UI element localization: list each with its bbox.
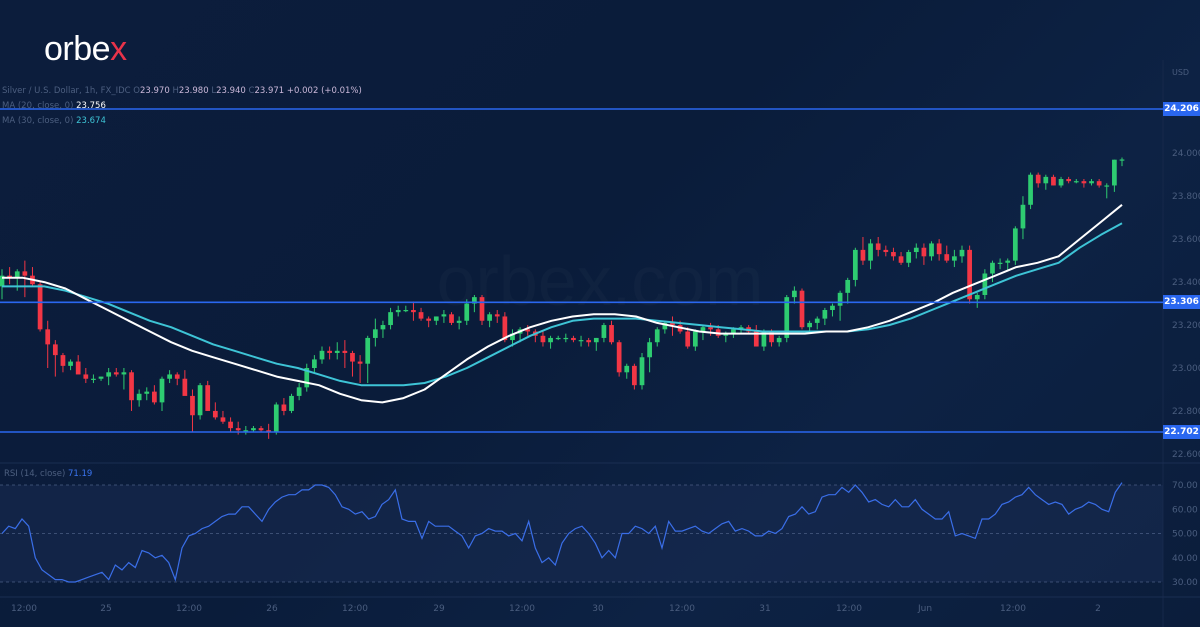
price-tag: 24.206 bbox=[1163, 102, 1200, 116]
time-tick: 12:00 bbox=[509, 604, 535, 614]
symbol-label: Silver / U.S. Dollar, 1h, FX_IDC bbox=[2, 86, 131, 96]
high-value: 23.980 bbox=[178, 86, 209, 96]
ma20-label: MA (20, close, 0) bbox=[2, 101, 74, 111]
price-tick: 22.800 bbox=[1172, 407, 1200, 417]
close-label: C bbox=[248, 86, 255, 96]
rsi-label: RSI (14, close) bbox=[4, 469, 66, 479]
time-tick: 12:00 bbox=[11, 604, 37, 614]
ma20-row: MA (20, close, 0) 23.756 bbox=[2, 99, 362, 114]
rsi-tick: 30.00 bbox=[1172, 578, 1198, 588]
price-tick: 23.000 bbox=[1172, 364, 1200, 374]
change-value: +0.002 (+0.01%) bbox=[286, 86, 362, 96]
candles bbox=[0, 157, 1125, 439]
ma30-row: MA (30, close, 0) 23.674 bbox=[2, 114, 362, 129]
high-label: H bbox=[172, 86, 179, 96]
price-tick: 24.000 bbox=[1172, 149, 1200, 159]
time-tick: 12:00 bbox=[342, 604, 368, 614]
rsi-legend: RSI (14, close) 71.19 bbox=[4, 469, 92, 479]
ma30-value: 23.674 bbox=[76, 116, 106, 126]
time-tick: 12:00 bbox=[176, 604, 202, 614]
rsi-tick: 40.00 bbox=[1172, 554, 1198, 564]
ma30-label: MA (30, close, 0) bbox=[2, 116, 74, 126]
ma30-line bbox=[2, 222, 1123, 387]
time-tick: 12:00 bbox=[836, 604, 862, 614]
rsi-line bbox=[1, 482, 1123, 583]
time-tick: 25 bbox=[100, 604, 111, 614]
price-tick: 23.400 bbox=[1172, 278, 1200, 288]
brand-name-accent: x bbox=[110, 30, 127, 68]
brand-name: orbe bbox=[44, 30, 111, 68]
price-tick: 22.600 bbox=[1172, 450, 1200, 460]
time-tick: 29 bbox=[433, 604, 445, 614]
price-tag: 23.306 bbox=[1163, 295, 1200, 310]
price-tick: 23.200 bbox=[1172, 321, 1200, 331]
price-tick: 23.800 bbox=[1172, 192, 1200, 202]
low-value: 23.940 bbox=[216, 86, 246, 96]
rsi-value: 71.19 bbox=[67, 469, 93, 479]
price-tag: 22.702 bbox=[1163, 425, 1200, 439]
close-value: 23.971 bbox=[254, 86, 285, 96]
time-tick: 30 bbox=[592, 604, 604, 614]
rsi-tick: 70.00 bbox=[1172, 481, 1198, 491]
time-tick: 31 bbox=[759, 604, 770, 614]
time-tick: 12:00 bbox=[669, 604, 695, 614]
price-tick: 23.600 bbox=[1172, 235, 1200, 245]
low-label: L bbox=[211, 86, 217, 96]
rsi-tick: 50.00 bbox=[1172, 530, 1198, 540]
brand-logo: orbex bbox=[44, 30, 127, 69]
time-tick: Jun bbox=[917, 604, 932, 614]
watermark: orbex.com bbox=[437, 242, 764, 320]
time-tick: 12:00 bbox=[1000, 604, 1026, 614]
ma20-value: 23.756 bbox=[76, 101, 106, 111]
currency-label: USD bbox=[1172, 68, 1190, 77]
symbol-ohlc-row: Silver / U.S. Dollar, 1h, FX_IDC O23.970… bbox=[2, 84, 362, 99]
rsi-tick: 60.00 bbox=[1172, 505, 1198, 515]
open-label: O bbox=[133, 86, 140, 96]
time-tick: 26 bbox=[266, 604, 278, 614]
open-value: 23.970 bbox=[140, 86, 170, 96]
chart-legend: Silver / U.S. Dollar, 1h, FX_IDC O23.970… bbox=[2, 84, 362, 129]
time-tick: 2 bbox=[1095, 604, 1101, 614]
